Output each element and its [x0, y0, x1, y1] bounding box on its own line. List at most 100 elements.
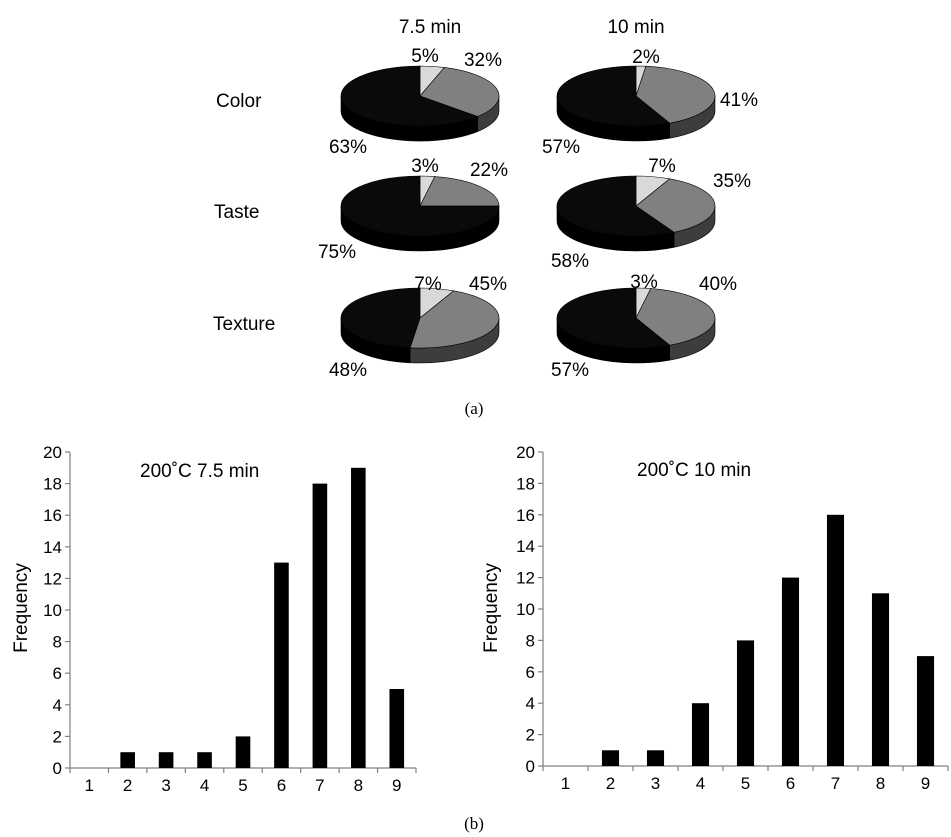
- pie-slice-like-texture-10-min: [556, 287, 671, 349]
- pie-label-neutral-color-7-5-min: 32%: [464, 50, 502, 71]
- bar-3-bar-left: [158, 752, 174, 768]
- bar-7-bar-right: [826, 514, 845, 766]
- y-tick-label-4-bar-left: 4: [53, 696, 62, 715]
- pie-color-10-min: 2% 41% 57%: [542, 47, 758, 158]
- y-tick-label-4-bar-right: 4: [526, 694, 535, 713]
- x-tick-label-4-bar-right: 4: [696, 774, 705, 793]
- pie-label-dislike-taste-7-5-min: 3%: [411, 156, 439, 177]
- y-tick-label-10-bar-left: 10: [43, 601, 62, 620]
- pie-label-like-texture-7-5-min: 48%: [329, 360, 367, 381]
- bar-chart-7-5-min: 200˚C 7.5 min Frequency 0246810121416182…: [11, 443, 417, 795]
- y-tick-label-18-bar-right: 18: [516, 474, 535, 493]
- row-label-taste: Taste: [214, 202, 259, 223]
- y-tick-label-20-bar-left: 20: [43, 443, 62, 462]
- pie-slice-like-color-7-5-min: [340, 65, 479, 127]
- x-tick-label-2-bar-left: 2: [123, 776, 132, 795]
- y-tick-label-2-bar-right: 2: [526, 726, 535, 745]
- x-tick-label-5-bar-right: 5: [741, 774, 750, 793]
- x-tick-label-5-bar-left: 5: [238, 776, 247, 795]
- y-tick-label-6-bar-left: 6: [53, 664, 62, 683]
- bar-2-bar-left: [120, 752, 135, 768]
- bar-8-bar-left: [351, 467, 366, 768]
- column-label-10-min: 10 min: [607, 17, 664, 38]
- pie-slice-like-taste-10-min: [556, 175, 675, 237]
- x-tick-label-2-bar-right: 2: [606, 774, 615, 793]
- pie-texture-10-min: 3% 40% 57%: [551, 272, 737, 381]
- bar-8-bar-right: [871, 593, 890, 766]
- y-tick-label-0-bar-right: 0: [526, 757, 535, 776]
- column-label-7-5-min: 7.5 min: [399, 17, 461, 38]
- y-tick-label-16-bar-right: 16: [516, 506, 535, 525]
- panel-caption-a: (a): [465, 399, 484, 418]
- x-tick-label-9-bar-left: 9: [392, 776, 401, 795]
- pie-label-dislike-color-7-5-min: 5%: [411, 46, 439, 67]
- row-label-color: Color: [216, 91, 262, 112]
- y-tick-label-8-bar-right: 8: [526, 631, 535, 650]
- bar-6-bar-right: [781, 577, 800, 766]
- y-tick-label-10-bar-right: 10: [516, 600, 535, 619]
- x-tick-label-1-bar-right: 1: [561, 774, 570, 793]
- pie-color-7-5-min: 5% 32% 63%: [329, 46, 502, 158]
- pie-label-neutral-texture-10-min: 40%: [699, 274, 737, 295]
- pie-taste-7-5-min: 3% 22% 75%: [318, 156, 508, 263]
- pie-slice-like-taste-7-5-min: [340, 175, 500, 237]
- bar-chart-10-min: 200˚C 10 min Frequency 02468101214161820…: [481, 443, 949, 793]
- y-tick-label-12-bar-right: 12: [516, 569, 535, 588]
- bar-annotation-10-min: 200˚C 10 min: [637, 460, 751, 481]
- y-tick-label-6-bar-right: 6: [526, 663, 535, 682]
- pie-panel: 7.5 min 10 min Color Taste Texture 5% 32%…: [213, 17, 758, 418]
- bar-2-bar-right: [601, 750, 620, 766]
- x-tick-label-7-bar-left: 7: [315, 776, 324, 795]
- bar-5-bar-right: [736, 640, 755, 766]
- y-axis-title-right: Frequency: [481, 563, 502, 653]
- bar-6-bar-left: [274, 562, 289, 768]
- pie-label-like-taste-7-5-min: 75%: [318, 242, 356, 263]
- y-tick-label-2-bar-left: 2: [53, 727, 62, 746]
- x-tick-label-3-bar-right: 3: [651, 774, 660, 793]
- pie-label-dislike-texture-10-min: 3%: [630, 272, 658, 293]
- y-tick-label-20-bar-right: 20: [516, 443, 535, 462]
- pie-label-neutral-taste-7-5-min: 22%: [470, 160, 508, 181]
- bar-annotation-7-5-min: 200˚C 7.5 min: [140, 461, 259, 482]
- pie-slice-neutral-color-7-5-min: [419, 67, 500, 117]
- y-tick-label-14-bar-right: 14: [516, 537, 535, 556]
- pie-slice-like-texture-7-5-min: [340, 287, 421, 349]
- y-tick-label-12-bar-left: 12: [43, 569, 62, 588]
- pie-label-dislike-taste-10-min: 7%: [648, 156, 676, 177]
- pie-label-like-color-7-5-min: 63%: [329, 137, 367, 158]
- pie-slice-neutral-texture-7-5-min: [409, 290, 500, 349]
- pies: 5% 32% 63% 2% 41% 57% 3% 22% 75% 7% 35% 58% 7% 45% 48%…: [318, 46, 758, 381]
- pie-slice-neutral-texture-10-min: [635, 288, 716, 346]
- x-tick-label-9-bar-right: 9: [921, 774, 930, 793]
- pie-slice-neutral-taste-10-min: [635, 178, 716, 233]
- pie-slice-neutral-color-10-min: [635, 65, 716, 124]
- bar-9-bar-left: [389, 689, 405, 768]
- pie-label-dislike-color-10-min: 2%: [632, 47, 660, 68]
- pie-slice-neutral-taste-7-5-min: [419, 176, 500, 207]
- y-tick-label-14-bar-left: 14: [43, 538, 62, 557]
- pie-label-like-texture-10-min: 57%: [551, 360, 589, 381]
- pie-texture-7-5-min: 7% 45% 48%: [329, 274, 507, 381]
- bar-7-bar-left: [312, 483, 328, 768]
- bar-4-bar-right: [691, 703, 710, 766]
- pie-label-neutral-color-10-min: 41%: [720, 90, 758, 111]
- x-tick-label-7-bar-right: 7: [831, 774, 840, 793]
- pie-label-neutral-taste-10-min: 35%: [713, 171, 751, 192]
- bar-5-bar-left: [235, 736, 251, 768]
- pie-slice-like-color-10-min: [556, 65, 671, 127]
- pie-label-like-color-10-min: 57%: [542, 137, 580, 158]
- y-tick-label-16-bar-left: 16: [43, 506, 62, 525]
- x-tick-label-4-bar-left: 4: [200, 776, 209, 795]
- x-tick-label-8-bar-right: 8: [876, 774, 885, 793]
- x-tick-label-3-bar-left: 3: [161, 776, 170, 795]
- bar-4-bar-left: [197, 752, 212, 768]
- pie-label-like-taste-10-min: 58%: [551, 251, 589, 272]
- x-tick-label-1-bar-left: 1: [84, 776, 93, 795]
- pie-label-neutral-texture-7-5-min: 45%: [469, 274, 507, 295]
- pie-label-dislike-texture-7-5-min: 7%: [414, 274, 442, 295]
- panel-caption-b: (b): [464, 814, 484, 833]
- y-axis-title-left: Frequency: [11, 563, 32, 653]
- bar-3-bar-right: [646, 750, 665, 766]
- y-tick-label-0-bar-left: 0: [53, 759, 62, 778]
